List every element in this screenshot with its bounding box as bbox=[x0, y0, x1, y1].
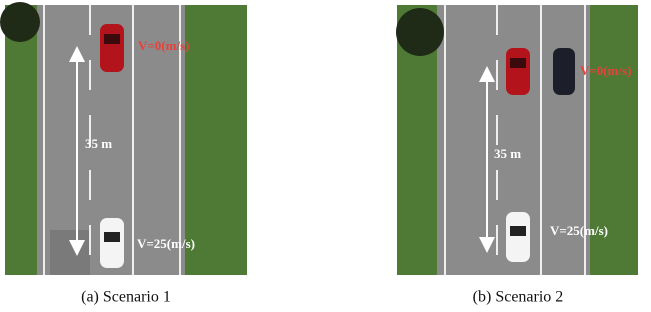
caption: (b) Scenario 2 bbox=[473, 289, 564, 306]
caption: (a) Scenario 1 bbox=[81, 289, 171, 306]
page: {"panels": [ {"stop_label": "V=0(m/s)", … bbox=[0, 0, 651, 312]
figure: V=0(m/s) 35 m V=25(m/s) (a) Scenario 1 V… bbox=[0, 0, 651, 312]
car-window bbox=[510, 226, 526, 236]
panel-b: V=0(m/s) 35 m V=25(m/s) (b) Scenario 2 bbox=[396, 5, 638, 306]
tree bbox=[396, 8, 444, 56]
distance-label: 35 m bbox=[494, 146, 521, 161]
red-car bbox=[506, 48, 530, 95]
speed-label: V=25(m/s) bbox=[550, 223, 608, 238]
white-car bbox=[506, 212, 530, 262]
panel-a: V=0(m/s) 35 m V=25(m/s) (a) Scenario 1 bbox=[0, 2, 247, 306]
white-car bbox=[100, 218, 124, 268]
distance-label: 35 m bbox=[85, 136, 112, 151]
car-window bbox=[104, 34, 120, 44]
car-window bbox=[510, 58, 526, 68]
road-patch bbox=[50, 230, 90, 275]
red-car bbox=[100, 24, 124, 72]
car-window bbox=[104, 232, 120, 242]
speed-label: V=25(m/s) bbox=[137, 236, 195, 251]
dark-car bbox=[553, 48, 575, 95]
stop-label: V=0(m/s) bbox=[580, 63, 631, 78]
tree bbox=[0, 2, 40, 42]
body: V=0(m/s) 35 m V=25(m/s) (a) Scenario 1 V… bbox=[0, 0, 651, 312]
stop-label: V=0(m/s) bbox=[138, 38, 189, 53]
